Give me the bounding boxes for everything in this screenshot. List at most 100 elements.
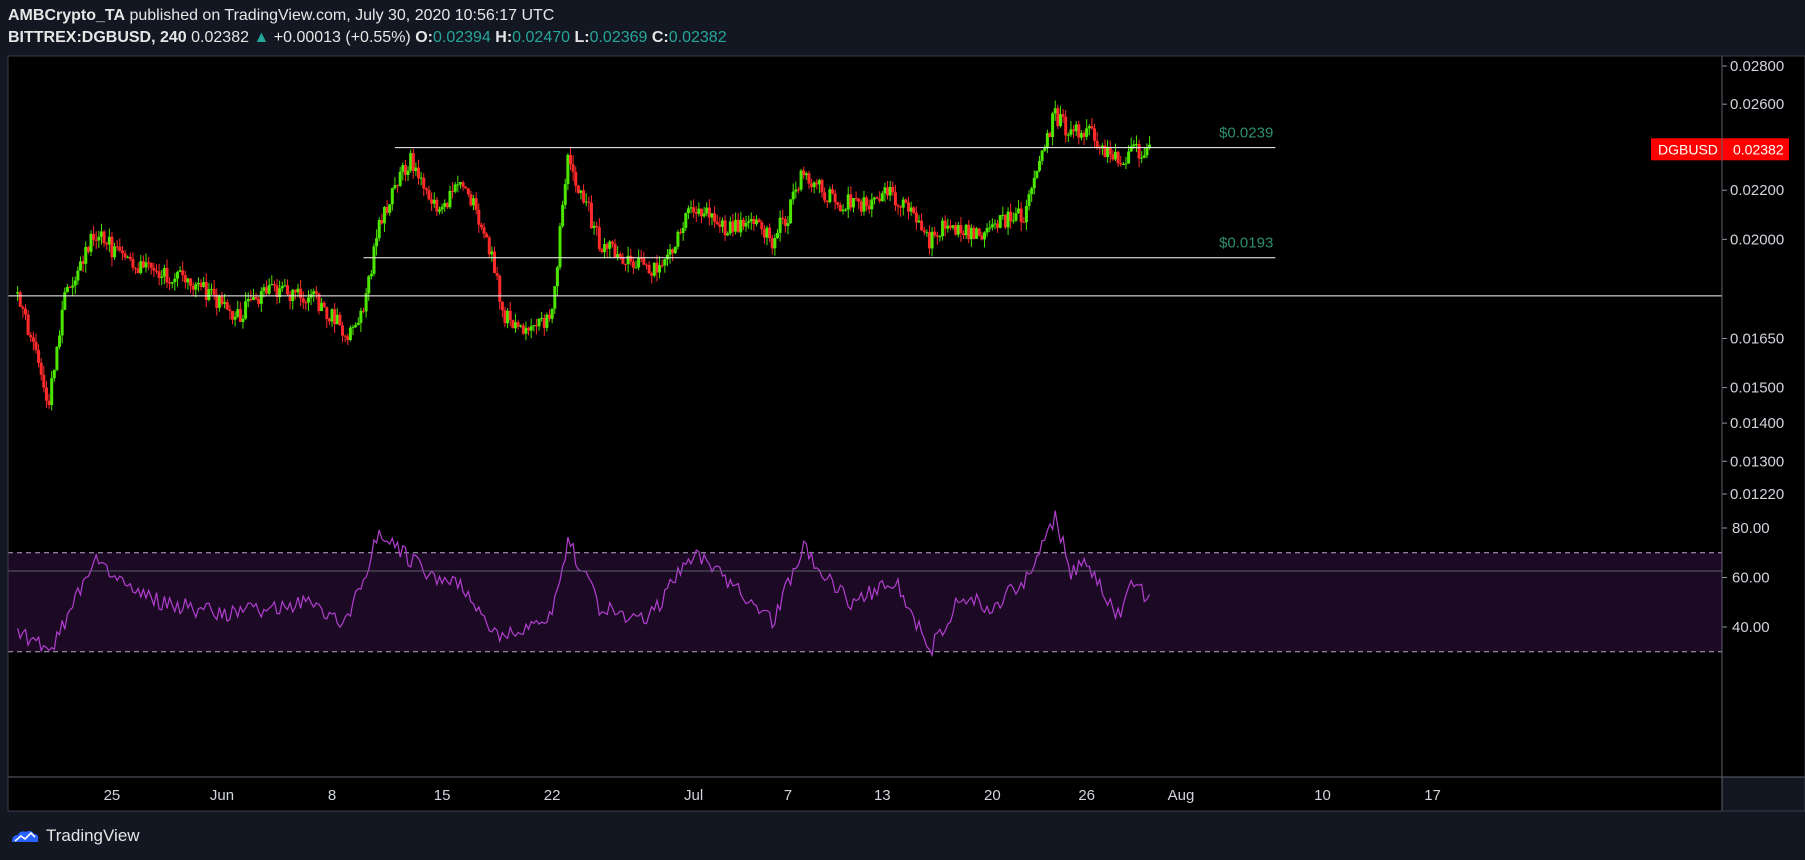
candle[interactable]: [265, 280, 269, 297]
candle[interactable]: [613, 239, 617, 258]
candle[interactable]: [186, 277, 190, 290]
candle[interactable]: [705, 202, 709, 217]
candle[interactable]: [838, 202, 842, 212]
candle[interactable]: [168, 277, 172, 291]
candle[interactable]: [1129, 137, 1133, 152]
candle[interactable]: [671, 248, 675, 262]
candle[interactable]: [411, 148, 415, 179]
candle[interactable]: [1009, 203, 1013, 229]
candle[interactable]: [170, 281, 174, 289]
candle[interactable]: [89, 230, 93, 257]
candle[interactable]: [781, 209, 785, 225]
candle[interactable]: [582, 184, 586, 205]
candle[interactable]: [985, 223, 989, 237]
candle[interactable]: [230, 310, 234, 325]
candle[interactable]: [1082, 130, 1086, 146]
candle[interactable]: [804, 171, 808, 181]
candle[interactable]: [118, 238, 122, 253]
candle[interactable]: [844, 208, 848, 212]
candle[interactable]: [904, 198, 908, 204]
candle[interactable]: [621, 252, 625, 265]
candle[interactable]: [600, 247, 604, 254]
candle[interactable]: [241, 314, 245, 329]
candle[interactable]: [1003, 214, 1007, 230]
candle[interactable]: [807, 170, 811, 189]
candle[interactable]: [542, 314, 546, 336]
candle[interactable]: [592, 221, 596, 235]
candle[interactable]: [293, 289, 297, 300]
candle[interactable]: [566, 153, 570, 191]
candle[interactable]: [181, 261, 185, 282]
candle[interactable]: [194, 281, 198, 298]
candle[interactable]: [943, 215, 947, 237]
candle[interactable]: [131, 252, 135, 272]
candle[interactable]: [658, 256, 662, 279]
candle[interactable]: [686, 205, 690, 220]
footer-brand[interactable]: TradingView: [10, 826, 140, 846]
candle[interactable]: [1119, 155, 1123, 167]
candle[interactable]: [1113, 143, 1117, 162]
candle[interactable]: [568, 146, 572, 171]
candle[interactable]: [867, 199, 871, 214]
candle[interactable]: [84, 241, 88, 273]
candle[interactable]: [1077, 120, 1081, 145]
candle[interactable]: [1134, 135, 1138, 153]
candle[interactable]: [760, 220, 764, 235]
candle[interactable]: [288, 290, 292, 310]
candle[interactable]: [113, 242, 117, 260]
candle[interactable]: [76, 266, 80, 285]
candle[interactable]: [68, 285, 72, 288]
candle[interactable]: [105, 241, 109, 251]
candle[interactable]: [1035, 170, 1039, 180]
candle[interactable]: [448, 185, 452, 210]
candle[interactable]: [498, 274, 502, 310]
candle[interactable]: [1040, 149, 1044, 165]
candle[interactable]: [306, 290, 310, 312]
candle[interactable]: [286, 279, 290, 296]
candle[interactable]: [1111, 149, 1115, 161]
candle[interactable]: [215, 288, 219, 316]
candle[interactable]: [870, 193, 874, 218]
candle[interactable]: [453, 182, 457, 194]
candle[interactable]: [697, 202, 701, 217]
candle[interactable]: [739, 211, 743, 237]
candle[interactable]: [29, 332, 33, 342]
candle[interactable]: [71, 276, 75, 296]
candle[interactable]: [262, 283, 266, 298]
price-pane[interactable]: [8, 56, 1722, 570]
candle[interactable]: [1053, 100, 1057, 121]
candle[interactable]: [63, 287, 67, 311]
candle[interactable]: [883, 182, 887, 202]
candle[interactable]: [60, 300, 64, 344]
publisher-name[interactable]: AMBCrypto_TA: [8, 7, 126, 24]
candle[interactable]: [432, 192, 436, 208]
candle[interactable]: [1142, 147, 1146, 159]
candle[interactable]: [1064, 110, 1068, 143]
candle[interactable]: [120, 245, 124, 261]
candle[interactable]: [1006, 207, 1010, 236]
candle[interactable]: [537, 318, 541, 331]
candle[interactable]: [563, 178, 567, 209]
candle[interactable]: [39, 358, 43, 381]
candle[interactable]: [1022, 217, 1026, 224]
candle[interactable]: [354, 322, 358, 329]
candle[interactable]: [854, 191, 858, 202]
candle[interactable]: [372, 243, 376, 277]
candle[interactable]: [152, 262, 156, 277]
candle[interactable]: [220, 291, 224, 307]
candle[interactable]: [183, 270, 187, 289]
candle[interactable]: [715, 214, 719, 225]
candle[interactable]: [338, 311, 342, 326]
candle[interactable]: [778, 210, 782, 242]
candle[interactable]: [44, 381, 48, 408]
candle[interactable]: [1087, 124, 1091, 136]
candle[interactable]: [972, 225, 976, 240]
candle[interactable]: [34, 333, 38, 354]
candle[interactable]: [576, 184, 580, 195]
candle[interactable]: [723, 215, 727, 242]
candle[interactable]: [684, 212, 688, 231]
candle[interactable]: [702, 207, 706, 218]
candle[interactable]: [1032, 170, 1036, 195]
candle[interactable]: [401, 162, 405, 181]
candle[interactable]: [1043, 144, 1047, 153]
